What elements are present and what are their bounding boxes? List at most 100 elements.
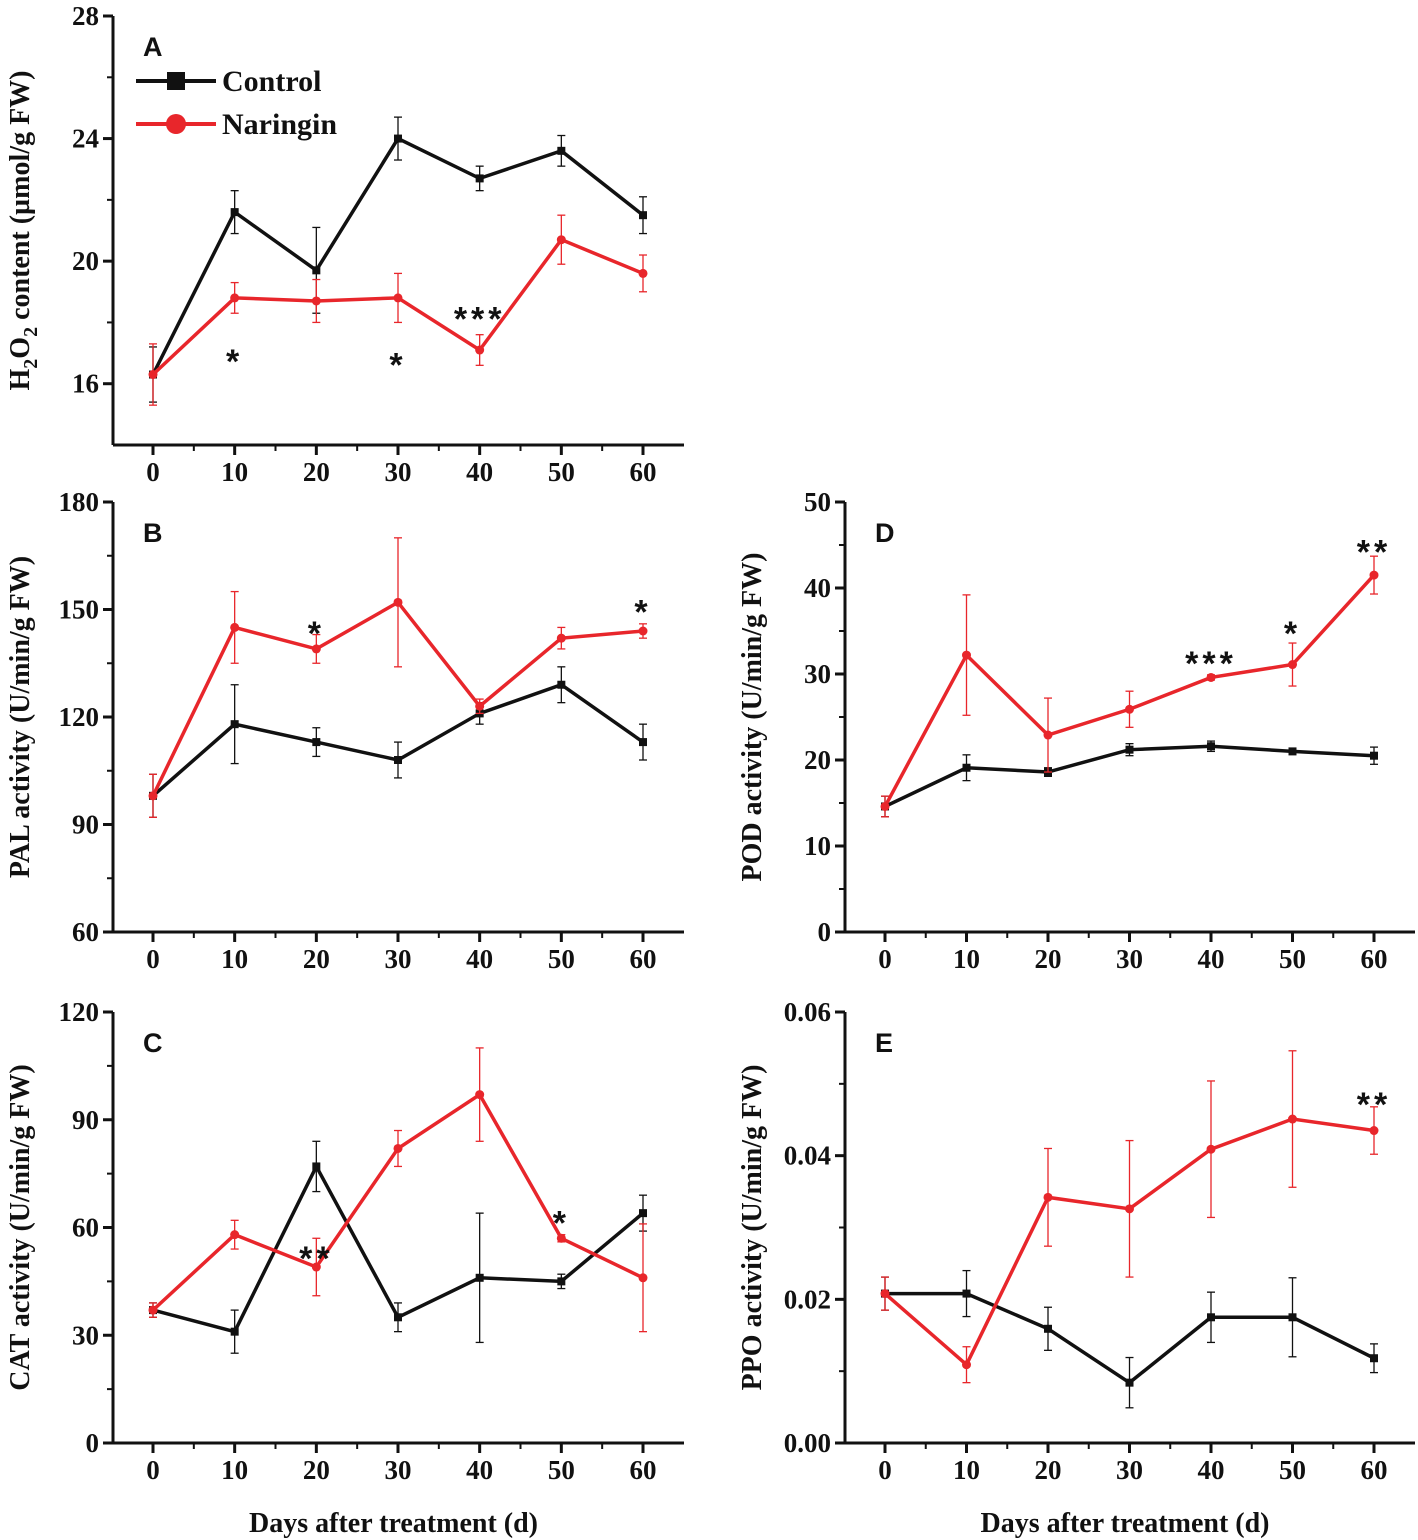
data-point — [230, 293, 240, 303]
series-control — [881, 1269, 1378, 1409]
y-tick-label: 0 — [86, 1428, 100, 1458]
data-point — [1044, 1324, 1052, 1333]
y-tick-label: 20 — [72, 246, 99, 276]
significance-marker: *** — [454, 300, 506, 338]
y-axis-title-part: PPO activity (U/min/g FW) — [737, 1065, 768, 1391]
data-point — [638, 268, 648, 278]
significance-marker: * — [553, 1204, 570, 1242]
x-tick-label: 20 — [303, 944, 330, 974]
data-point — [311, 644, 321, 654]
y-axis-title-part: 2 — [20, 359, 42, 369]
data-point — [230, 208, 239, 217]
x-tick-label: 20 — [303, 1455, 330, 1485]
x-tick-label: 0 — [878, 1455, 892, 1485]
x-axis-title: Days after treatment (d) — [249, 1508, 538, 1539]
y-tick-label: 0.04 — [784, 1141, 831, 1171]
legend-label-control: Control — [222, 65, 321, 98]
x-tick-label: 40 — [466, 457, 493, 487]
series-naringin — [148, 1047, 648, 1333]
significance-marker: ** — [299, 1240, 333, 1278]
x-tick-label: 30 — [1116, 944, 1143, 974]
data-point — [962, 763, 971, 772]
y-tick-label: 60 — [72, 1213, 99, 1243]
y-axis-title: H2O2 content (µmol/g FW) — [5, 71, 42, 391]
y-tick-label: 30 — [72, 1320, 99, 1350]
panel-e-chart: 0.00 0.02 0.04 0.06 0 10 20 30 40 50 60 PPO activit… — [737, 997, 1415, 1539]
series-line — [151, 136, 645, 376]
data-point — [1125, 704, 1134, 714]
series-control — [149, 666, 647, 818]
y-axis-title: PPO activity (U/min/g FW) — [737, 1065, 768, 1391]
series-control — [881, 740, 1378, 818]
y-tick-label: 10 — [804, 831, 831, 861]
data-point — [230, 1327, 239, 1336]
series-naringin — [148, 214, 648, 406]
data-point — [962, 650, 971, 660]
data-point — [1288, 1114, 1297, 1124]
y-axis-title-part: POD activity (U/min/g FW) — [737, 553, 768, 882]
x-tick-label: 50 — [1279, 944, 1306, 974]
significance-marker: ** — [1357, 1086, 1391, 1124]
x-tick-label: 50 — [548, 944, 575, 974]
x-axis-title: Days after treatment (d) — [981, 1508, 1270, 1539]
y-axis-title: PAL activity (U/min/g FW) — [5, 556, 36, 878]
y-tick-label: 60 — [72, 917, 99, 947]
data-point — [1370, 1354, 1378, 1363]
panel-label: A — [143, 32, 163, 62]
series-naringin — [880, 1050, 1379, 1384]
y-axis-title-part: PAL activity (U/min/g FW) — [5, 556, 36, 878]
y-tick-label: 0.02 — [784, 1284, 831, 1314]
y-tick-label: 0.00 — [784, 1428, 831, 1458]
y-tick-label: 0.06 — [784, 997, 831, 1027]
y-axis-title: CAT activity (U/min/g FW) — [5, 1064, 36, 1390]
x-tick-label: 10 — [953, 944, 980, 974]
data-point — [148, 370, 158, 380]
y-axis-title: POD activity (U/min/g FW) — [737, 553, 768, 882]
panel-c-chart: 0 30 60 90 120 0 10 20 30 40 50 60 CAT activity (U/m… — [5, 997, 684, 1539]
data-point — [230, 720, 239, 729]
x-tick-label: 20 — [303, 457, 330, 487]
data-point — [1043, 1192, 1053, 1202]
y-axis-title-part: 2 — [20, 327, 42, 337]
data-point — [1288, 660, 1297, 670]
x-tick-label: 40 — [1198, 944, 1225, 974]
data-point — [1125, 745, 1134, 754]
data-point — [638, 626, 648, 636]
y-tick-label: 40 — [804, 573, 831, 603]
y-tick-label: 90 — [72, 810, 99, 840]
x-tick-label: 30 — [385, 1455, 412, 1485]
data-point — [1288, 747, 1297, 756]
x-tick-label: 30 — [1116, 1455, 1143, 1485]
x-tick-label: 60 — [630, 457, 657, 487]
data-point — [880, 801, 890, 811]
significance-marker: * — [389, 346, 406, 384]
data-point — [148, 1305, 158, 1315]
data-point — [230, 622, 240, 632]
x-tick-label: 10 — [221, 1455, 248, 1485]
data-point — [475, 174, 484, 183]
y-tick-label: 180 — [59, 487, 100, 517]
legend-label-naringin: Naringin — [222, 108, 337, 141]
x-tick-label: 60 — [630, 1455, 657, 1485]
data-point — [1288, 1313, 1297, 1322]
x-tick-label: 0 — [146, 1455, 160, 1485]
data-point — [1207, 742, 1215, 751]
data-point — [475, 1273, 484, 1282]
data-point — [1125, 1378, 1134, 1387]
data-point — [1206, 672, 1216, 682]
data-point — [393, 1143, 403, 1153]
data-point — [639, 211, 647, 220]
significance-marker: *** — [1185, 645, 1237, 683]
data-point — [393, 293, 403, 303]
panel-label: D — [875, 518, 895, 548]
data-point — [311, 1262, 321, 1272]
data-point — [475, 1090, 485, 1100]
panel-label: C — [143, 1028, 163, 1058]
data-point — [1369, 570, 1379, 580]
series-control — [149, 1140, 647, 1354]
data-point — [148, 791, 158, 801]
panel-b-chart: 60 90 120 150 180 0 10 20 30 40 50 60 PAL activity (… — [5, 487, 684, 974]
y-tick-label: 50 — [804, 487, 831, 517]
data-point — [312, 266, 321, 275]
